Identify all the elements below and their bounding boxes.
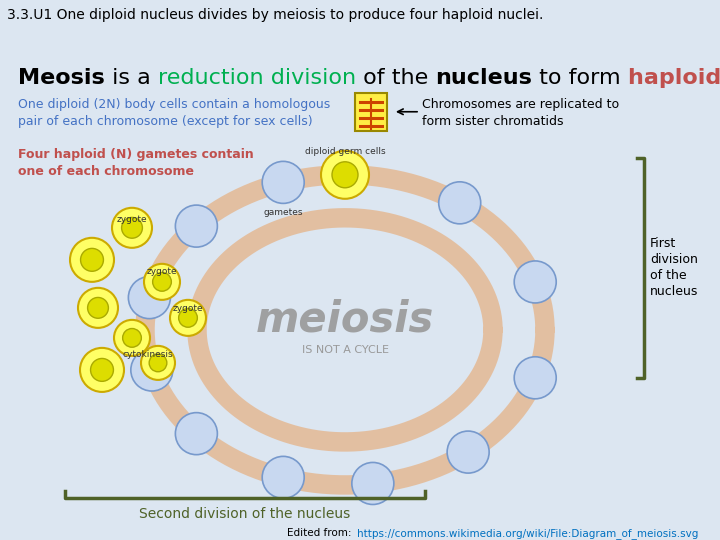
Text: to form: to form	[532, 68, 628, 87]
Text: zygote: zygote	[173, 304, 203, 313]
Circle shape	[352, 462, 394, 504]
Text: is a: is a	[104, 68, 158, 87]
Text: Chromosomes are replicated to
form sister chromatids: Chromosomes are replicated to form siste…	[422, 98, 619, 128]
Circle shape	[179, 308, 197, 327]
Circle shape	[122, 328, 141, 347]
Text: meiosis: meiosis	[256, 299, 434, 341]
Circle shape	[447, 431, 489, 473]
Text: Edited from:: Edited from:	[287, 528, 355, 538]
Circle shape	[141, 346, 175, 380]
Text: of the: of the	[356, 68, 435, 87]
Circle shape	[81, 248, 104, 271]
Text: 3.3.U1 One diploid nucleus divides by meiosis to produce four haploid nuclei.: 3.3.U1 One diploid nucleus divides by me…	[7, 8, 544, 22]
Text: haploid gametes: haploid gametes	[628, 68, 720, 87]
Text: zygote: zygote	[117, 215, 148, 224]
Text: Meosis: Meosis	[18, 68, 104, 87]
Circle shape	[324, 154, 366, 196]
Circle shape	[321, 151, 369, 199]
Text: zygote: zygote	[147, 267, 177, 276]
Circle shape	[70, 238, 114, 282]
Circle shape	[262, 161, 304, 204]
Text: https://commons.wikimedia.org/wiki/File:Diagram_of_meiosis.svg: https://commons.wikimedia.org/wiki/File:…	[357, 528, 698, 539]
Circle shape	[176, 413, 217, 455]
Circle shape	[149, 354, 167, 372]
Text: nucleus: nucleus	[435, 68, 532, 87]
Text: gametes: gametes	[264, 208, 303, 218]
Circle shape	[114, 320, 150, 356]
Circle shape	[91, 359, 114, 381]
Circle shape	[514, 357, 557, 399]
Circle shape	[128, 276, 171, 319]
Circle shape	[170, 300, 206, 336]
Circle shape	[112, 208, 152, 248]
Text: Second division of the nucleus: Second division of the nucleus	[140, 507, 351, 521]
Circle shape	[122, 218, 143, 238]
Circle shape	[144, 264, 180, 300]
Circle shape	[176, 205, 217, 247]
Text: One diploid (2N) body cells contain a homologous
pair of each chromosome (except: One diploid (2N) body cells contain a ho…	[18, 98, 330, 128]
FancyBboxPatch shape	[355, 93, 387, 131]
Text: cytokinesis: cytokinesis	[122, 350, 174, 359]
Circle shape	[332, 162, 358, 188]
Circle shape	[131, 349, 173, 391]
Circle shape	[262, 456, 304, 498]
Circle shape	[80, 348, 124, 392]
Text: Four haploid (N) gametes contain
one of each chromosome: Four haploid (N) gametes contain one of …	[18, 148, 253, 178]
Circle shape	[514, 261, 557, 303]
Circle shape	[88, 298, 109, 318]
Text: IS NOT A CYCLE: IS NOT A CYCLE	[302, 345, 389, 355]
Circle shape	[78, 288, 118, 328]
Text: diploid germ cells: diploid germ cells	[305, 147, 385, 156]
Circle shape	[153, 273, 171, 291]
Text: First
division
of the
nucleus: First division of the nucleus	[650, 238, 698, 298]
Text: reduction division: reduction division	[158, 68, 356, 87]
Circle shape	[438, 182, 481, 224]
